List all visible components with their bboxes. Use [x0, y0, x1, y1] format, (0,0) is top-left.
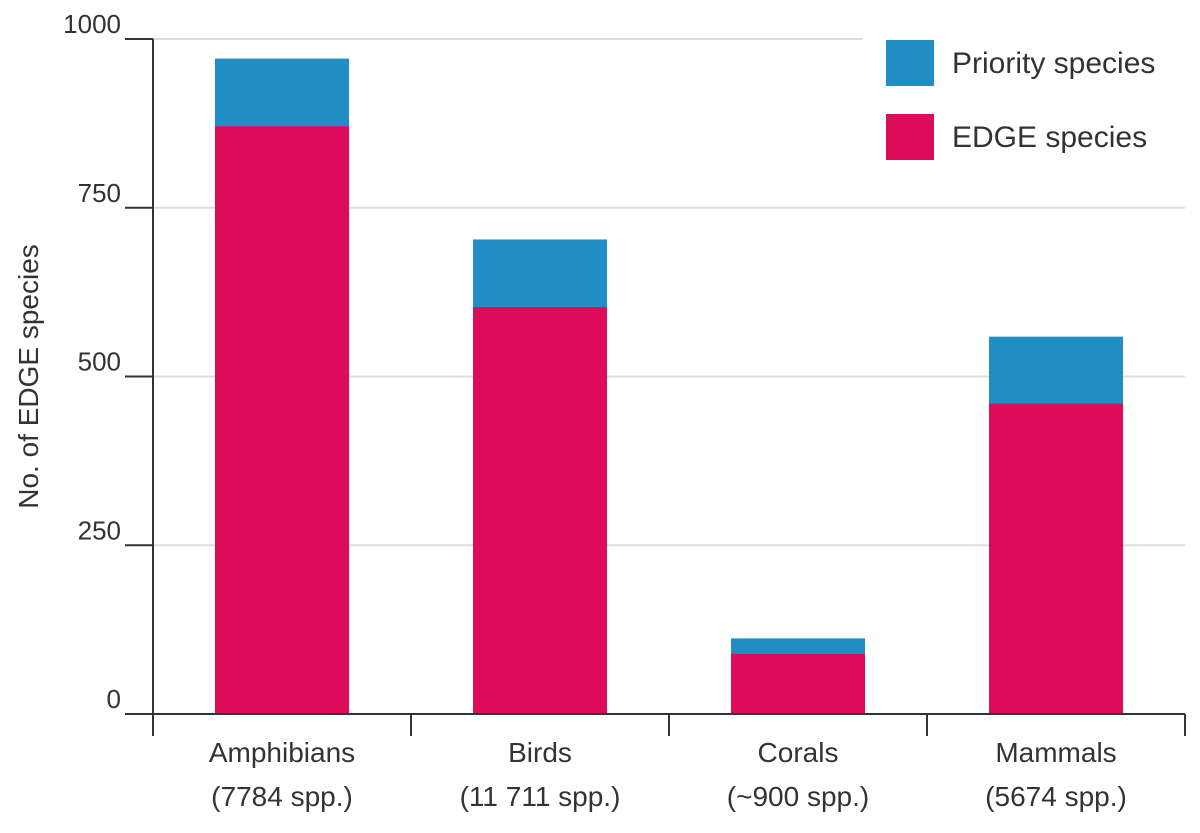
x-category-sublabel: (7784 spp.)	[211, 781, 353, 812]
bar-priority-species-birds	[473, 239, 607, 307]
legend-label: EDGE species	[952, 121, 1147, 154]
bar-edge-species-mammals	[989, 403, 1123, 714]
y-axis-title: No. of EDGE species	[13, 244, 44, 509]
bar-edge-species-birds	[473, 306, 607, 714]
x-category-sublabel: (11 711 spp.)	[460, 781, 621, 812]
bar-edge-species-corals	[731, 653, 865, 714]
bar-edge-species-amphibians	[215, 126, 349, 714]
y-tick-label: 250	[78, 515, 121, 545]
y-tick-label: 500	[78, 347, 121, 377]
y-tick-label: 1000	[63, 9, 121, 39]
y-tick-label: 750	[78, 178, 121, 208]
bars	[215, 58, 1123, 714]
legend-swatch	[886, 40, 934, 86]
x-category-label: Mammals	[995, 737, 1116, 768]
x-category-label: Corals	[758, 737, 839, 768]
x-labels: Amphibians (7784 spp.) Birds (11 711 spp.) C…	[152, 714, 1186, 812]
bar-priority-species-amphibians	[215, 58, 349, 127]
legend: Priority species EDGE species	[886, 40, 1155, 160]
legend-label: Priority species	[952, 47, 1155, 80]
bar-priority-species-corals	[731, 638, 865, 654]
bar-priority-species-mammals	[989, 336, 1123, 404]
x-category-sublabel: (5674 spp.)	[985, 781, 1127, 812]
x-category-label: Amphibians	[209, 737, 355, 768]
x-category-label: Birds	[508, 737, 572, 768]
y-ticks: 0 250 500 750 1000	[63, 9, 153, 715]
y-tick-label: 0	[107, 684, 121, 714]
x-category-sublabel: (~900 spp.)	[727, 781, 869, 812]
legend-swatch	[886, 114, 934, 160]
